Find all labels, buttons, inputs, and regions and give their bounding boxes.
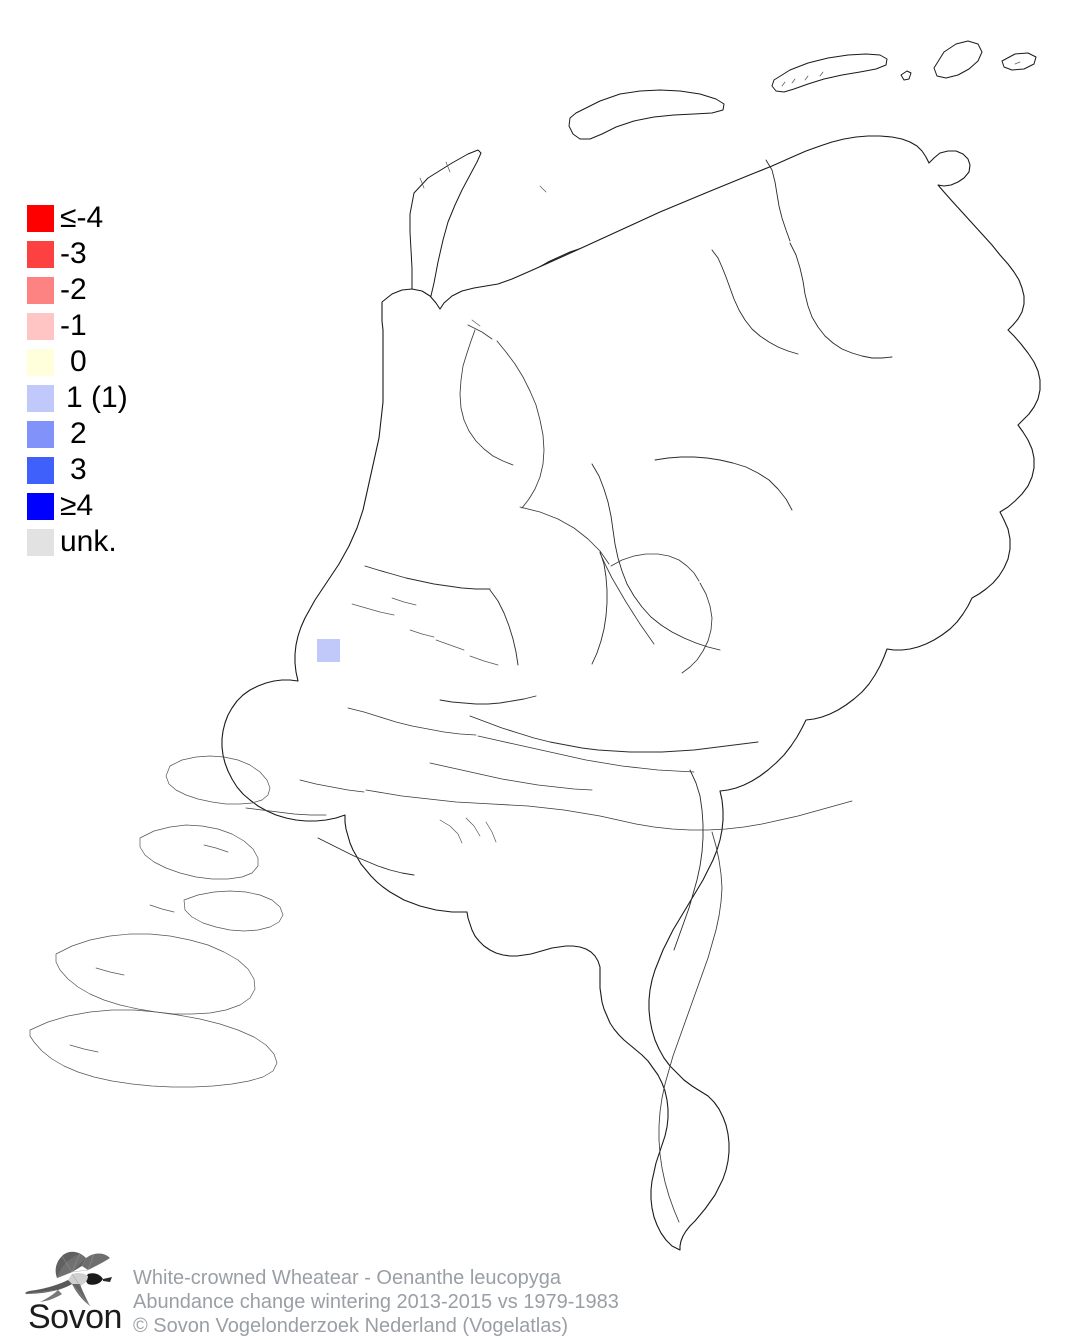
markermeer-dike [519,506,610,565]
legend-label-lte-minus4: ≤-4 [60,201,104,234]
legend-label-minus3: -3 [60,237,87,270]
legend-swatch-one [27,384,54,412]
legend-label-minus2: -2 [60,273,87,306]
island-texel [409,149,482,314]
legend-label-gte-4: ≥4 [60,489,94,522]
legend-item[interactable]: -2 [27,272,187,308]
legend-item[interactable]: 2 [27,416,187,452]
zeeland-group [29,755,284,1088]
map-canvas[interactable] [0,0,1074,1270]
zeeland-goeree [165,755,271,805]
legend-label-three: 3 [70,453,87,486]
river-maas-limburg [658,831,723,1223]
border-noordholland-zuidholland [364,565,491,590]
island-ameland [771,53,888,93]
legend-swatch-minus1 [27,312,54,340]
swallow-bird-icon [25,1251,112,1307]
detail-biesbosch [439,817,497,844]
river-nieuwe-waterweg [347,707,477,736]
caption-copyright: © Sovon Vogelonderzoek Nederland (Vogela… [133,1315,569,1337]
border-friesland-groningen [765,159,791,242]
river-hollandsdiep [299,779,365,793]
island-schiermonnikoog [933,40,983,79]
caption-metric-period: Abundance change wintering 2013-2015 vs … [133,1291,619,1313]
island-engelsmanplaat [900,70,912,81]
detail-north-holland-canals [419,161,547,327]
inland-detail-group [351,161,547,844]
province-borders-group [317,159,893,951]
legend-swatch-minus2 [27,276,54,304]
map-data-cell[interactable] [317,639,340,662]
legend-swatch-minus3 [27,240,54,268]
legend-item[interactable]: -3 [27,236,187,272]
legend-swatch-unknown [27,528,54,556]
border-friesland-drenthe [711,249,799,355]
legend-label-one: 1 (1) [66,381,128,414]
river-haringvliet [245,807,327,816]
legend-label-unknown: unk. [60,525,117,558]
map-caption: White-crowned Wheatear - Oenanthe leucop… [133,1266,619,1338]
river-ijssel [599,552,655,645]
border-zuidholland-utrecht [489,589,519,666]
legend-label-two: 2 [70,417,87,450]
legend-item[interactable]: -1 [27,308,187,344]
river-waal [477,735,695,773]
ijsselmeer-east-shore [496,340,545,509]
river-lek [429,762,593,791]
border-utrecht-gelderland [591,551,608,665]
randmeer [681,582,713,674]
border-utrecht-zuidholland-south [439,695,537,705]
legend-item[interactable]: ≤-4 [27,200,187,236]
island-rottumerplaat [1001,52,1037,71]
river-maas [365,789,853,831]
legend-swatch-three [27,456,54,484]
legend-item[interactable]: 3 [27,452,187,488]
border-groningen-drenthe [789,242,893,359]
legend-item[interactable]: 1 (1) [27,380,187,416]
rivers-group [245,552,853,1223]
legend-item[interactable]: unk. [27,524,187,560]
border-zeeland-noordbrabant [317,837,415,876]
border-noordbrabant-gelderland [469,715,759,753]
legend-swatch-gte-4 [27,492,54,520]
detail-randstad-waterways [351,597,499,666]
legend-label-zero: 0 [70,345,87,378]
afsluitdijk-line [467,324,493,340]
ijsselmeer-group [459,324,713,674]
legend-swatch-zero [27,348,54,376]
netherlands-national-outline [222,136,1040,1250]
sovon-logo[interactable]: Sovon [22,1248,126,1340]
island-terschelling [568,89,725,140]
zeeland-noord-beveland [183,890,284,932]
island-rottum-detail [1014,61,1021,65]
border-drenthe-overijssel [654,456,793,511]
zeeland-walcheren-zuid-beveland [55,933,256,1015]
border-overijssel-gelderland [591,463,721,651]
zeeland-channel-detail [69,844,229,1053]
zeeland-zeeuws-vlaanderen [29,1009,278,1088]
netherlands-map-svg [29,40,1074,1270]
abundance-change-legend: ≤-4 -3 -2 -1 0 1 (1) 2 3 [27,200,187,560]
ijsselmeer-west-shore [459,329,514,466]
map-footer: Sovon White-crowned Wheatear - Oenanthe … [0,1246,1074,1340]
legend-item[interactable]: ≥4 [27,488,187,524]
legend-item[interactable]: 0 [27,344,187,380]
caption-species-name: White-crowned Wheatear - Oenanthe leucop… [133,1267,562,1289]
border-noordbrabant-limburg [673,769,704,951]
zeeland-schouwen [139,824,259,880]
legend-swatch-two [27,420,54,448]
legend-swatch-lte-minus4 [27,204,54,232]
flevoland-polder-south [610,553,700,582]
legend-label-minus1: -1 [60,309,87,342]
island-ameland-detail [781,71,824,87]
sovon-wordmark: Sovon [28,1298,122,1336]
